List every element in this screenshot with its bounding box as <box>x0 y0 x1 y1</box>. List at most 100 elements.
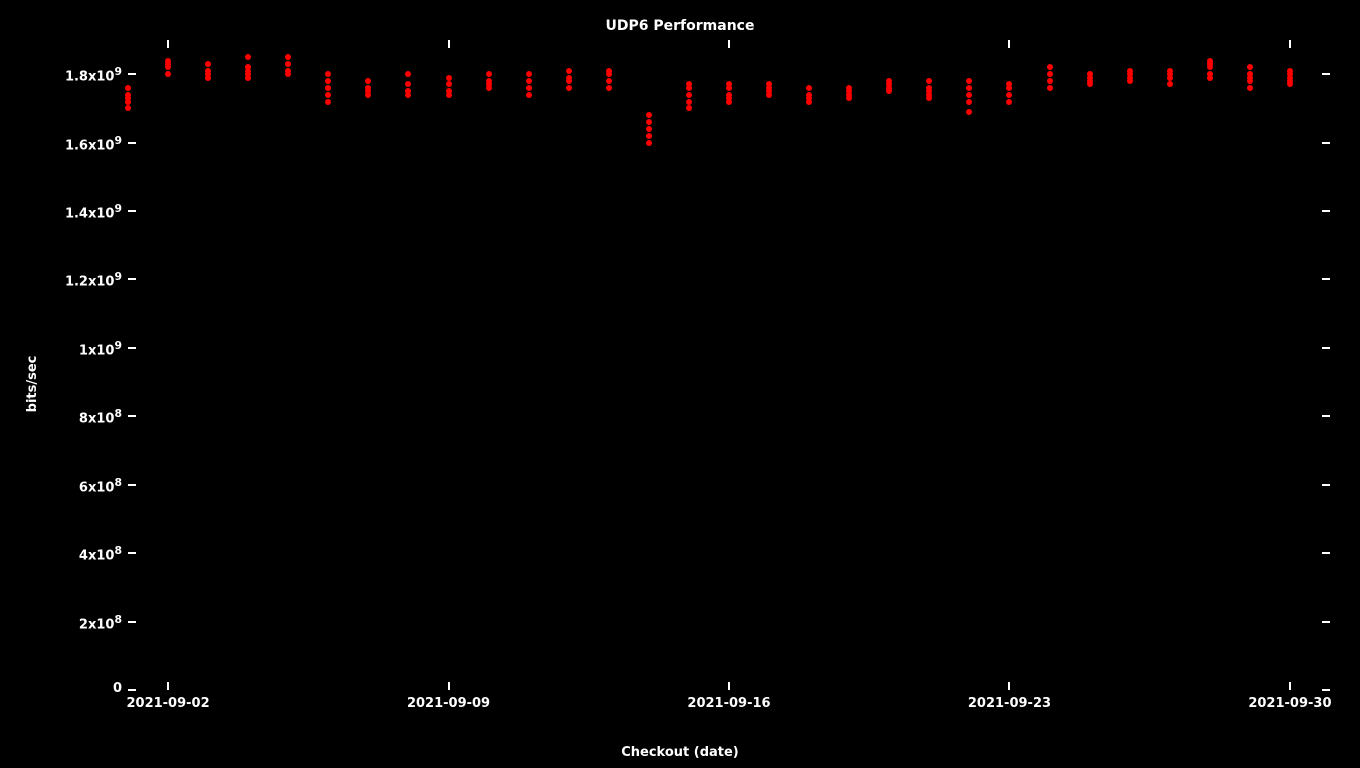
y-tick-mark <box>1322 689 1330 691</box>
y-axis-label: bits/sec <box>25 356 40 413</box>
data-point <box>686 81 692 87</box>
x-axis-label: Checkout (date) <box>0 745 1360 760</box>
data-point <box>245 54 251 60</box>
x-tick-mark <box>1289 40 1291 48</box>
y-tick-mark <box>1322 415 1330 417</box>
data-point <box>566 68 572 74</box>
x-tick-mark <box>1008 682 1010 690</box>
x-tick-mark <box>167 682 169 690</box>
data-point <box>966 85 972 91</box>
x-tick-mark <box>1008 40 1010 48</box>
data-point <box>446 75 452 81</box>
y-tick-label: 4x108 <box>79 544 122 563</box>
y-tick-mark <box>128 415 136 417</box>
data-point <box>125 92 131 98</box>
y-tick-mark <box>1322 73 1330 75</box>
data-point <box>1047 64 1053 70</box>
data-point <box>405 88 411 94</box>
data-point <box>486 71 492 77</box>
y-tick-label: 8x108 <box>79 407 122 426</box>
data-point <box>285 61 291 67</box>
y-tick-label: 1.4x109 <box>65 202 122 221</box>
x-tick-label: 2021-09-09 <box>407 696 490 711</box>
data-point <box>1047 71 1053 77</box>
y-tick-label: 1.2x109 <box>65 270 122 289</box>
x-tick-label: 2021-09-30 <box>1248 696 1331 711</box>
data-point <box>125 85 131 91</box>
data-point <box>526 92 532 98</box>
data-point <box>646 112 652 118</box>
y-tick-mark <box>128 278 136 280</box>
data-point <box>1047 85 1053 91</box>
y-tick-mark <box>128 484 136 486</box>
data-point <box>686 99 692 105</box>
data-point <box>365 85 371 91</box>
data-point <box>446 81 452 87</box>
data-point <box>405 81 411 87</box>
data-point <box>646 140 652 146</box>
x-tick-label: 2021-09-02 <box>126 696 209 711</box>
y-tick-mark <box>128 73 136 75</box>
data-point <box>1006 81 1012 87</box>
data-point <box>365 78 371 84</box>
y-tick-label: 0 <box>113 681 122 696</box>
data-point <box>966 78 972 84</box>
data-point <box>1287 68 1293 74</box>
data-point <box>646 119 652 125</box>
data-point <box>886 78 892 84</box>
y-tick-label: 2x108 <box>79 613 122 632</box>
data-point <box>646 133 652 139</box>
x-tick-mark <box>728 682 730 690</box>
data-point <box>806 85 812 91</box>
data-point <box>325 78 331 84</box>
chart-title: UDP6 Performance <box>0 18 1360 34</box>
y-tick-label: 1.8x109 <box>65 65 122 84</box>
data-point <box>125 105 131 111</box>
data-point <box>606 78 612 84</box>
data-point <box>566 75 572 81</box>
data-point <box>926 78 932 84</box>
y-tick-mark <box>128 210 136 212</box>
y-tick-mark <box>128 142 136 144</box>
data-point <box>686 92 692 98</box>
data-point <box>566 85 572 91</box>
data-point <box>1006 92 1012 98</box>
y-tick-mark <box>1322 210 1330 212</box>
x-tick-label: 2021-09-16 <box>687 696 770 711</box>
y-tick-mark <box>1322 621 1330 623</box>
data-point <box>1247 71 1253 77</box>
data-point <box>1127 68 1133 74</box>
x-tick-label: 2021-09-23 <box>968 696 1051 711</box>
data-point <box>1087 71 1093 77</box>
data-point <box>966 92 972 98</box>
x-tick-mark <box>167 40 169 48</box>
data-point <box>686 105 692 111</box>
data-point <box>325 71 331 77</box>
y-tick-mark <box>1322 347 1330 349</box>
data-point <box>165 71 171 77</box>
y-tick-label: 1x109 <box>79 339 122 358</box>
data-point <box>726 81 732 87</box>
data-point <box>245 64 251 70</box>
data-point <box>1207 58 1213 64</box>
data-point <box>846 85 852 91</box>
data-point <box>1247 85 1253 91</box>
y-tick-mark <box>128 552 136 554</box>
data-point <box>1207 71 1213 77</box>
x-tick-mark <box>1289 682 1291 690</box>
data-point <box>325 92 331 98</box>
y-tick-mark <box>1322 484 1330 486</box>
data-point <box>526 78 532 84</box>
y-tick-mark <box>1322 278 1330 280</box>
data-point <box>285 54 291 60</box>
data-point <box>165 58 171 64</box>
data-point <box>726 92 732 98</box>
data-point <box>806 92 812 98</box>
data-point <box>205 61 211 67</box>
y-tick-mark <box>128 347 136 349</box>
data-point <box>966 99 972 105</box>
x-tick-mark <box>448 40 450 48</box>
data-point <box>766 81 772 87</box>
data-point <box>1167 68 1173 74</box>
data-point <box>1006 99 1012 105</box>
